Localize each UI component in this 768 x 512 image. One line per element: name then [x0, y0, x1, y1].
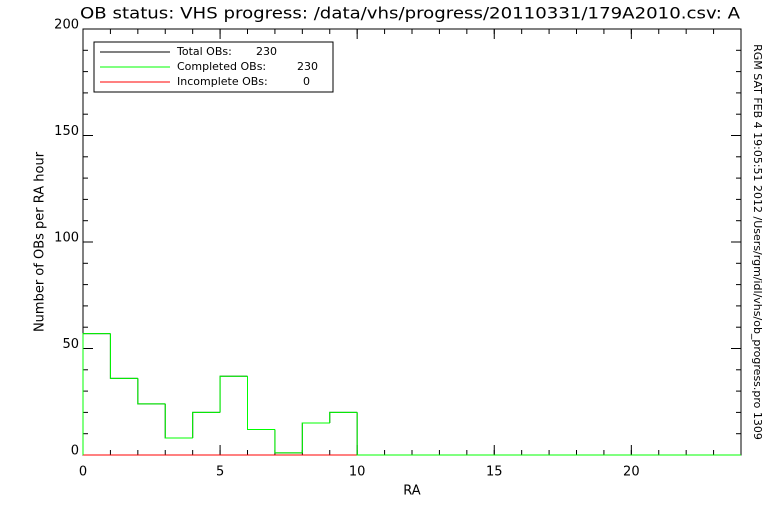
y-axis-label: Number of OBs per RA hour: [33, 151, 48, 332]
histogram-step: [137, 378, 166, 405]
legend-count: 230: [256, 45, 277, 58]
histogram-step: [219, 375, 248, 413]
side-note: RGM SAT FEB 4 19:05:51 2012 /Users/rgm/i…: [751, 44, 764, 440]
x-tick-label: 15: [486, 465, 503, 480]
histogram-step: [301, 422, 330, 453]
x-axis-label: RA: [403, 484, 421, 499]
plot-frame: [82, 28, 742, 456]
histogram-step: [137, 378, 166, 405]
chart-title: OB status: VHS progress: /data/vhs/progr…: [80, 4, 740, 23]
x-tick-label: 0: [79, 465, 87, 480]
histogram-step: [192, 411, 221, 438]
y-tick-label: 0: [71, 444, 79, 459]
y-tick-label: 150: [54, 124, 79, 139]
x-tick-label: 10: [349, 465, 366, 480]
histogram-step: [329, 411, 358, 424]
legend-count: 0: [303, 75, 310, 88]
x-tick-label: 20: [623, 465, 640, 480]
legend-count: 230: [297, 60, 318, 73]
histogram-step: [274, 429, 303, 454]
histogram-step: [356, 412, 385, 456]
x-tick-label: 5: [216, 465, 224, 480]
histogram-step: [109, 333, 138, 379]
legend-label: Total OBs:: [176, 45, 232, 58]
y-tick-label: 50: [62, 337, 79, 352]
histogram-step: [82, 333, 111, 455]
histogram-step: [301, 422, 330, 453]
histogram-step: [247, 376, 275, 430]
histogram-step: [274, 429, 303, 454]
y-tick-label: 200: [54, 18, 79, 33]
histogram-step: [109, 333, 138, 379]
histogram-step: [82, 333, 111, 455]
y-tick-label: 100: [54, 231, 79, 246]
legend-label: Completed OBs:: [177, 60, 266, 73]
histogram-step: [329, 411, 358, 424]
legend-label: Incomplete OBs:: [177, 75, 268, 88]
histogram-step: [247, 376, 275, 430]
histogram-step: [356, 412, 385, 456]
histogram-step: [192, 411, 221, 438]
histogram-step: [164, 403, 193, 439]
histogram-step: [219, 375, 248, 413]
histogram-step: [164, 403, 193, 439]
